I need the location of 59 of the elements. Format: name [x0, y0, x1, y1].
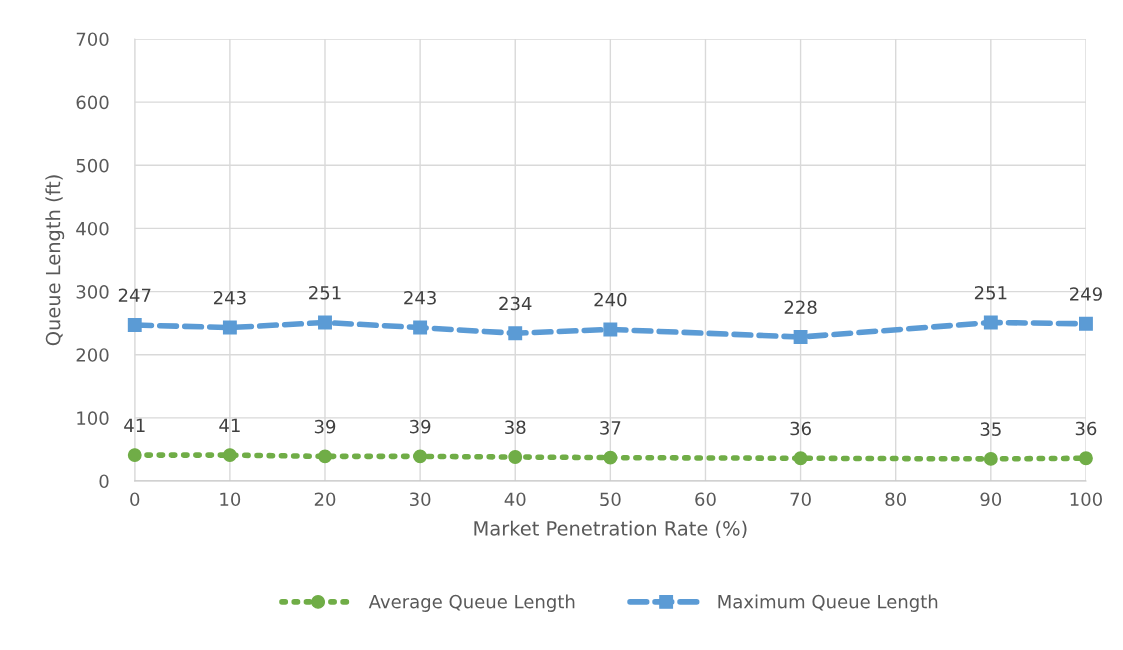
point: [413, 449, 428, 464]
data-label: 228: [784, 300, 817, 315]
x-tick-label: 20: [314, 492, 336, 507]
point: [413, 320, 428, 335]
data-label: 249: [1070, 287, 1102, 301]
y-tick-label: 600: [76, 95, 109, 110]
data-label: 36: [1075, 421, 1097, 436]
point: [1078, 451, 1093, 466]
point: [793, 451, 808, 466]
data-label: 35: [980, 422, 1001, 436]
y-tick-label: 500: [76, 158, 109, 173]
data-label: 243: [213, 290, 246, 305]
data-label: 38: [505, 420, 526, 435]
data-label: 36: [790, 421, 811, 436]
x-tick-label: 30: [410, 492, 431, 507]
data-label: 41: [219, 418, 240, 432]
point: [983, 315, 998, 330]
data-label: 251: [974, 285, 1007, 300]
y-tick-label: 700: [76, 32, 109, 47]
point: [508, 450, 523, 464]
data-label: 251: [309, 285, 341, 300]
point: [603, 450, 618, 465]
point: [127, 448, 142, 463]
x-tick-label: 60: [695, 492, 716, 507]
data-label: 243: [404, 290, 436, 305]
y-tick-label: 0: [99, 474, 109, 489]
data-label: 234: [499, 296, 532, 311]
y-tick-label: 400: [76, 221, 109, 236]
point: [508, 326, 523, 341]
legend-label: Maximum Queue Length: [718, 594, 938, 612]
x-tick-label: 100: [1070, 492, 1102, 507]
data-label: 39: [410, 419, 431, 434]
point: [318, 449, 332, 464]
point: [793, 330, 808, 344]
x-tick-label: 70: [790, 492, 811, 507]
x-tick-label: 0: [130, 492, 140, 507]
x-tick-label: 90: [980, 492, 1002, 507]
point: [127, 318, 142, 332]
point: [603, 322, 618, 337]
data-label: 41: [124, 418, 145, 432]
data-label: 39: [314, 419, 336, 434]
point: [1078, 316, 1093, 331]
data-label: 247: [118, 288, 151, 302]
data-label: 37: [600, 421, 621, 435]
x-tick-label: 10: [220, 492, 241, 507]
y-tick-label: 300: [76, 285, 109, 299]
x-tick-label: 50: [600, 492, 621, 507]
x-tick-label: 40: [504, 492, 526, 507]
data-label: 240: [594, 292, 627, 307]
point: [222, 320, 237, 335]
legend-label: Average Queue Length: [368, 594, 575, 612]
point: [222, 448, 237, 463]
x-axis-title: Market Penetration Rate (%): [474, 520, 747, 539]
point: [318, 315, 332, 330]
x-tick-label: 80: [885, 492, 906, 507]
point: [983, 451, 998, 466]
y-tick-label: 100: [77, 411, 109, 425]
y-axis-title: Queue Length (ft): [45, 175, 65, 346]
y-tick-label: 200: [76, 348, 109, 362]
